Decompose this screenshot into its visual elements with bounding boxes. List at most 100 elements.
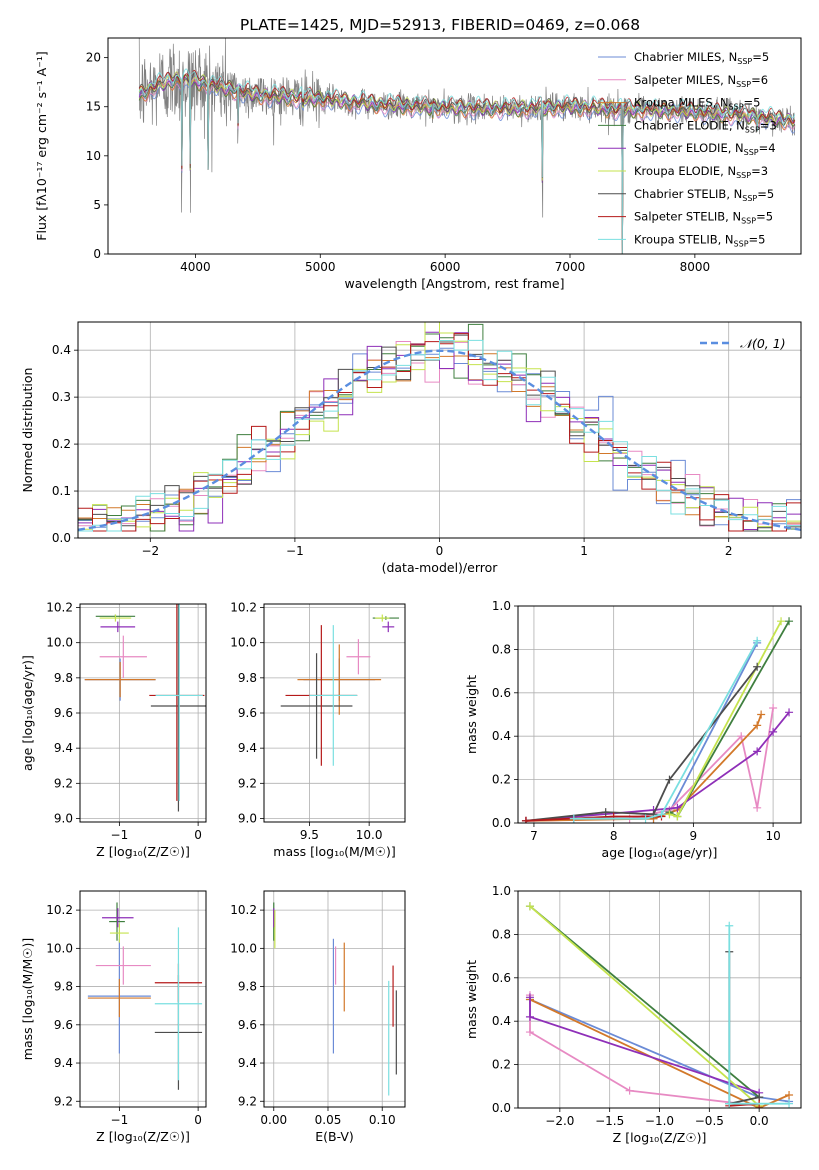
- spectrum-plot-area: [138, 38, 796, 254]
- x-tick-label: 8: [610, 829, 618, 843]
- legend-label-chabrier_stelib: Chabrier STELIB, NSSP=5: [634, 187, 774, 203]
- y-tick-label: 0.4: [492, 729, 511, 743]
- y-tick-label: 20: [86, 51, 101, 65]
- y-tick-label: 9.6: [238, 1018, 257, 1032]
- y-tick-label: 0.0: [52, 531, 71, 545]
- x-tick-label: 2: [725, 544, 733, 558]
- y-tick-label: 0.6: [492, 686, 511, 700]
- weight-line-chabrier_elodie: [529, 905, 760, 1098]
- legend-label-kroupa_elodie: Kroupa ELODIE, NSSP=3: [634, 164, 768, 180]
- spectrum-axes-frame: [107, 37, 802, 255]
- weight_vs_age-plot-area: [521, 617, 794, 823]
- legend-label-salpeter_miles: Salpeter MILES, NSSP=6: [634, 73, 768, 89]
- weight-marker-salpeter_miles: [525, 1028, 534, 1037]
- y-tick-label: 9.8: [238, 980, 257, 994]
- y-tick-label: 1.0: [492, 884, 511, 898]
- x-tick-label: 0.05: [315, 1113, 342, 1127]
- gaussian-curve: [78, 349, 801, 531]
- weight-marker-salpeter_elodie: [673, 803, 682, 812]
- weight-marker-chabrier_stelib: [601, 808, 610, 817]
- y-tick-label: 9.6: [238, 706, 257, 720]
- legend-suffix: =5: [756, 210, 773, 224]
- weight-line-chabrier_stelib: [728, 951, 760, 1105]
- y-tick-label: 0: [93, 247, 101, 261]
- x-tick-label: −2.0: [545, 1114, 574, 1128]
- weight-marker-kroupa_stelib: [641, 814, 650, 823]
- y-tick-label: 15: [86, 100, 101, 114]
- y-tick-label: 0.0: [492, 1101, 511, 1115]
- legend-label-gauss: 𝒩(0, 1): [740, 336, 786, 351]
- x-tick-label: 0: [194, 828, 202, 842]
- weight-line-chabrier_miles: [573, 642, 758, 820]
- legend-subscript: SSP: [736, 80, 751, 89]
- x-tick-label: −0.5: [695, 1114, 724, 1128]
- weight-line-salpeter_elodie: [525, 711, 790, 822]
- legend-suffix: =5: [757, 187, 774, 201]
- y-tick-label: 9.2: [238, 1094, 257, 1108]
- weight-marker-chabrier_stelib: [665, 775, 674, 784]
- legend-label-salpeter_elodie: Salpeter ELODIE, NSSP=4: [634, 141, 776, 157]
- weight-marker-kroupa_elodie: [777, 617, 786, 626]
- x-tick-label: −1.5: [595, 1114, 624, 1128]
- age_vs_Z-y-axis-label: age [log₁₀(age/yr)]: [20, 655, 35, 771]
- x-tick-label: 10.0: [356, 828, 383, 842]
- y-tick-label: 9.2: [238, 776, 257, 790]
- age_vs_mass-plot-area: [280, 614, 400, 766]
- y-tick-label: 9.2: [54, 776, 73, 790]
- legend-label-chabrier_miles: Chabrier MILES, NSSP=5: [634, 50, 769, 66]
- legend-suffix: =3: [751, 164, 768, 178]
- weight-marker-kroupa_stelib: [725, 921, 734, 930]
- legend-label-salpeter_stelib: Salpeter STELIB, NSSP=5: [634, 210, 773, 226]
- x-tick-label: 9: [690, 829, 698, 843]
- x-tick-label: 4000: [180, 260, 211, 274]
- weight-marker-kroupa_stelib: [725, 1099, 734, 1108]
- legend-subscript: SSP: [729, 103, 744, 112]
- y-tick-label: 9.6: [54, 1018, 73, 1032]
- x-tick-label: 9.5: [300, 828, 319, 842]
- weight-line-chabrier_stelib: [525, 666, 758, 822]
- x-tick-label: −1: [111, 828, 129, 842]
- weight-line-kroupa_elodie: [529, 905, 760, 1107]
- y-tick-label: 0.2: [492, 773, 511, 787]
- x-tick-label: 0: [436, 544, 444, 558]
- x-tick-label: 1: [580, 544, 588, 558]
- y-tick-label: 10.2: [46, 601, 73, 615]
- weight-marker-chabrier_elodie: [785, 617, 794, 626]
- y-tick-label: 0.4: [52, 343, 71, 357]
- weight-line-kroupa_elodie: [669, 620, 782, 818]
- legend-subscript: SSP: [744, 148, 759, 157]
- spectrum-title: PLATE=1425, MJD=52913, FIBERID=0469, z=0…: [240, 16, 640, 34]
- spectrum-model-kroupa_stelib: [138, 68, 796, 254]
- x-tick-label: 7000: [555, 260, 586, 274]
- residuals-plot-area: [78, 322, 801, 538]
- y-tick-label: 10.0: [46, 941, 73, 955]
- age_vs_Z-x-axis-label: Z [log₁₀(Z/Z☉)]: [96, 844, 190, 859]
- y-tick-label: 0.2: [52, 437, 71, 451]
- y-tick-label: 0.1: [52, 484, 71, 498]
- weight-line-salpeter_miles: [529, 995, 760, 1107]
- x-tick-label: 0: [194, 1113, 202, 1127]
- legend-subscript: SSP: [741, 217, 756, 226]
- x-tick-label: 0.10: [369, 1113, 396, 1127]
- y-tick-label: 0.6: [492, 971, 511, 985]
- legend-suffix: =6: [751, 73, 768, 87]
- weight-marker-salpeter_elodie: [525, 993, 534, 1002]
- y-tick-label: 10.0: [46, 636, 73, 650]
- weight-marker-kroupa_stelib: [785, 1099, 794, 1108]
- legend-suffix: =4: [759, 141, 776, 155]
- x-tick-label: −2: [141, 544, 159, 558]
- weight-marker-kroupa_miles: [753, 721, 762, 730]
- weight-line-salpeter_miles: [525, 707, 774, 822]
- legend-label-kroupa_miles: Kroupa MILES, NSSP=5: [634, 96, 760, 112]
- mass_vs_ebv-axes-frame: [263, 890, 406, 1108]
- weight-line-salpeter_elodie: [529, 997, 760, 1094]
- weight_vs_age-y-axis-label: mass weight: [464, 675, 479, 754]
- y-tick-label: 9.8: [238, 671, 257, 685]
- y-tick-label: 9.6: [54, 706, 73, 720]
- weight-marker-kroupa_elodie: [665, 810, 674, 819]
- y-tick-label: 9.8: [54, 671, 73, 685]
- weight-line-kroupa_stelib: [573, 640, 758, 820]
- weight-marker-salpeter_elodie: [525, 1012, 534, 1021]
- y-tick-label: 10.2: [230, 601, 257, 615]
- y-tick-label: 9.2: [54, 1094, 73, 1108]
